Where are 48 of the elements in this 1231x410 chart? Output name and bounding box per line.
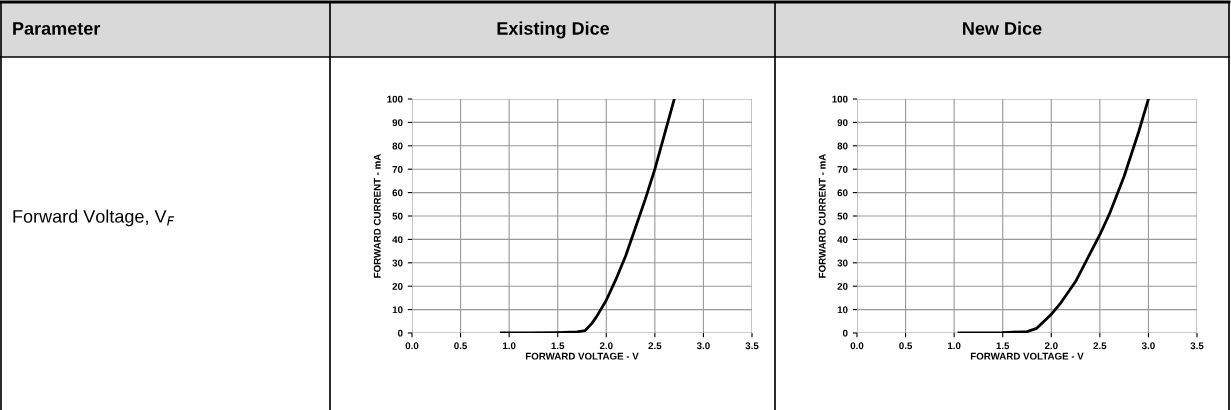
chart-title: New Dice (963, 21, 1042, 35)
y-tick-label: 90 (837, 119, 848, 127)
x-axis-title: FORWARD VOLTAGE - V (970, 352, 1084, 360)
y-axis-title: FORWARD CURRENT - mA (818, 153, 826, 278)
x-tick-label: 3.5 (1190, 342, 1204, 350)
text: Forward Voltage, V$_{F}$ (13, 209, 175, 227)
y-tick-label: 80 (837, 142, 848, 150)
x-tick-label: 2.0 (1044, 342, 1058, 350)
y-tick-label: 80 (392, 142, 403, 150)
x-tick-label: 0.0 (850, 342, 864, 350)
y-tick-label: 10 (392, 306, 403, 314)
x-tick-label: 0.5 (899, 342, 913, 350)
y-tick-label: 40 (392, 236, 403, 244)
y-tick-label: 70 (392, 165, 403, 173)
x-tick-label: 3.0 (1141, 342, 1155, 350)
y-tick-label: 70 (837, 165, 848, 173)
x-tick-label: 1.0 (503, 342, 516, 350)
y-tick-label: 50 (837, 212, 848, 220)
x-tick-label: 1.5 (551, 342, 565, 350)
y-tick-label: 30 (837, 259, 848, 267)
y-tick-label: 20 (392, 282, 403, 290)
y-tick-label: 50 (392, 212, 403, 220)
y-tick-label: 10 (837, 306, 848, 314)
x-tick-label: 2.5 (648, 342, 662, 350)
text: Parameter (13, 22, 101, 35)
x-tick-label: 0.0 (405, 342, 419, 350)
x-tick-label: 1.0 (948, 342, 961, 350)
x-tick-label: 2.0 (599, 342, 613, 350)
y-tick-label: 100 (832, 95, 848, 103)
y-tick-label: 90 (392, 119, 403, 127)
y-tick-label: 40 (837, 236, 848, 244)
line-series (499, 99, 676, 333)
line-series (957, 99, 1150, 333)
y-tick-label: 60 (392, 189, 403, 197)
y-axis-title: FORWARD CURRENT - mA (373, 153, 381, 278)
x-tick-label: 3.0 (696, 342, 710, 350)
y-tick-label: 0 (842, 329, 848, 337)
y-tick-label: 20 (837, 282, 848, 290)
y-tick-label: 0 (397, 329, 403, 337)
y-tick-label: 30 (392, 259, 403, 267)
x-tick-label: 0.5 (454, 342, 468, 350)
x-tick-label: 3.5 (745, 342, 759, 350)
x-axis-title: FORWARD VOLTAGE - V (525, 352, 639, 360)
y-tick-label: 60 (837, 189, 848, 197)
x-tick-label: 2.5 (1093, 342, 1107, 350)
chart-title: Existing Dice (497, 21, 610, 39)
y-tick-label: 100 (387, 95, 403, 103)
x-tick-label: 1.5 (996, 342, 1010, 350)
